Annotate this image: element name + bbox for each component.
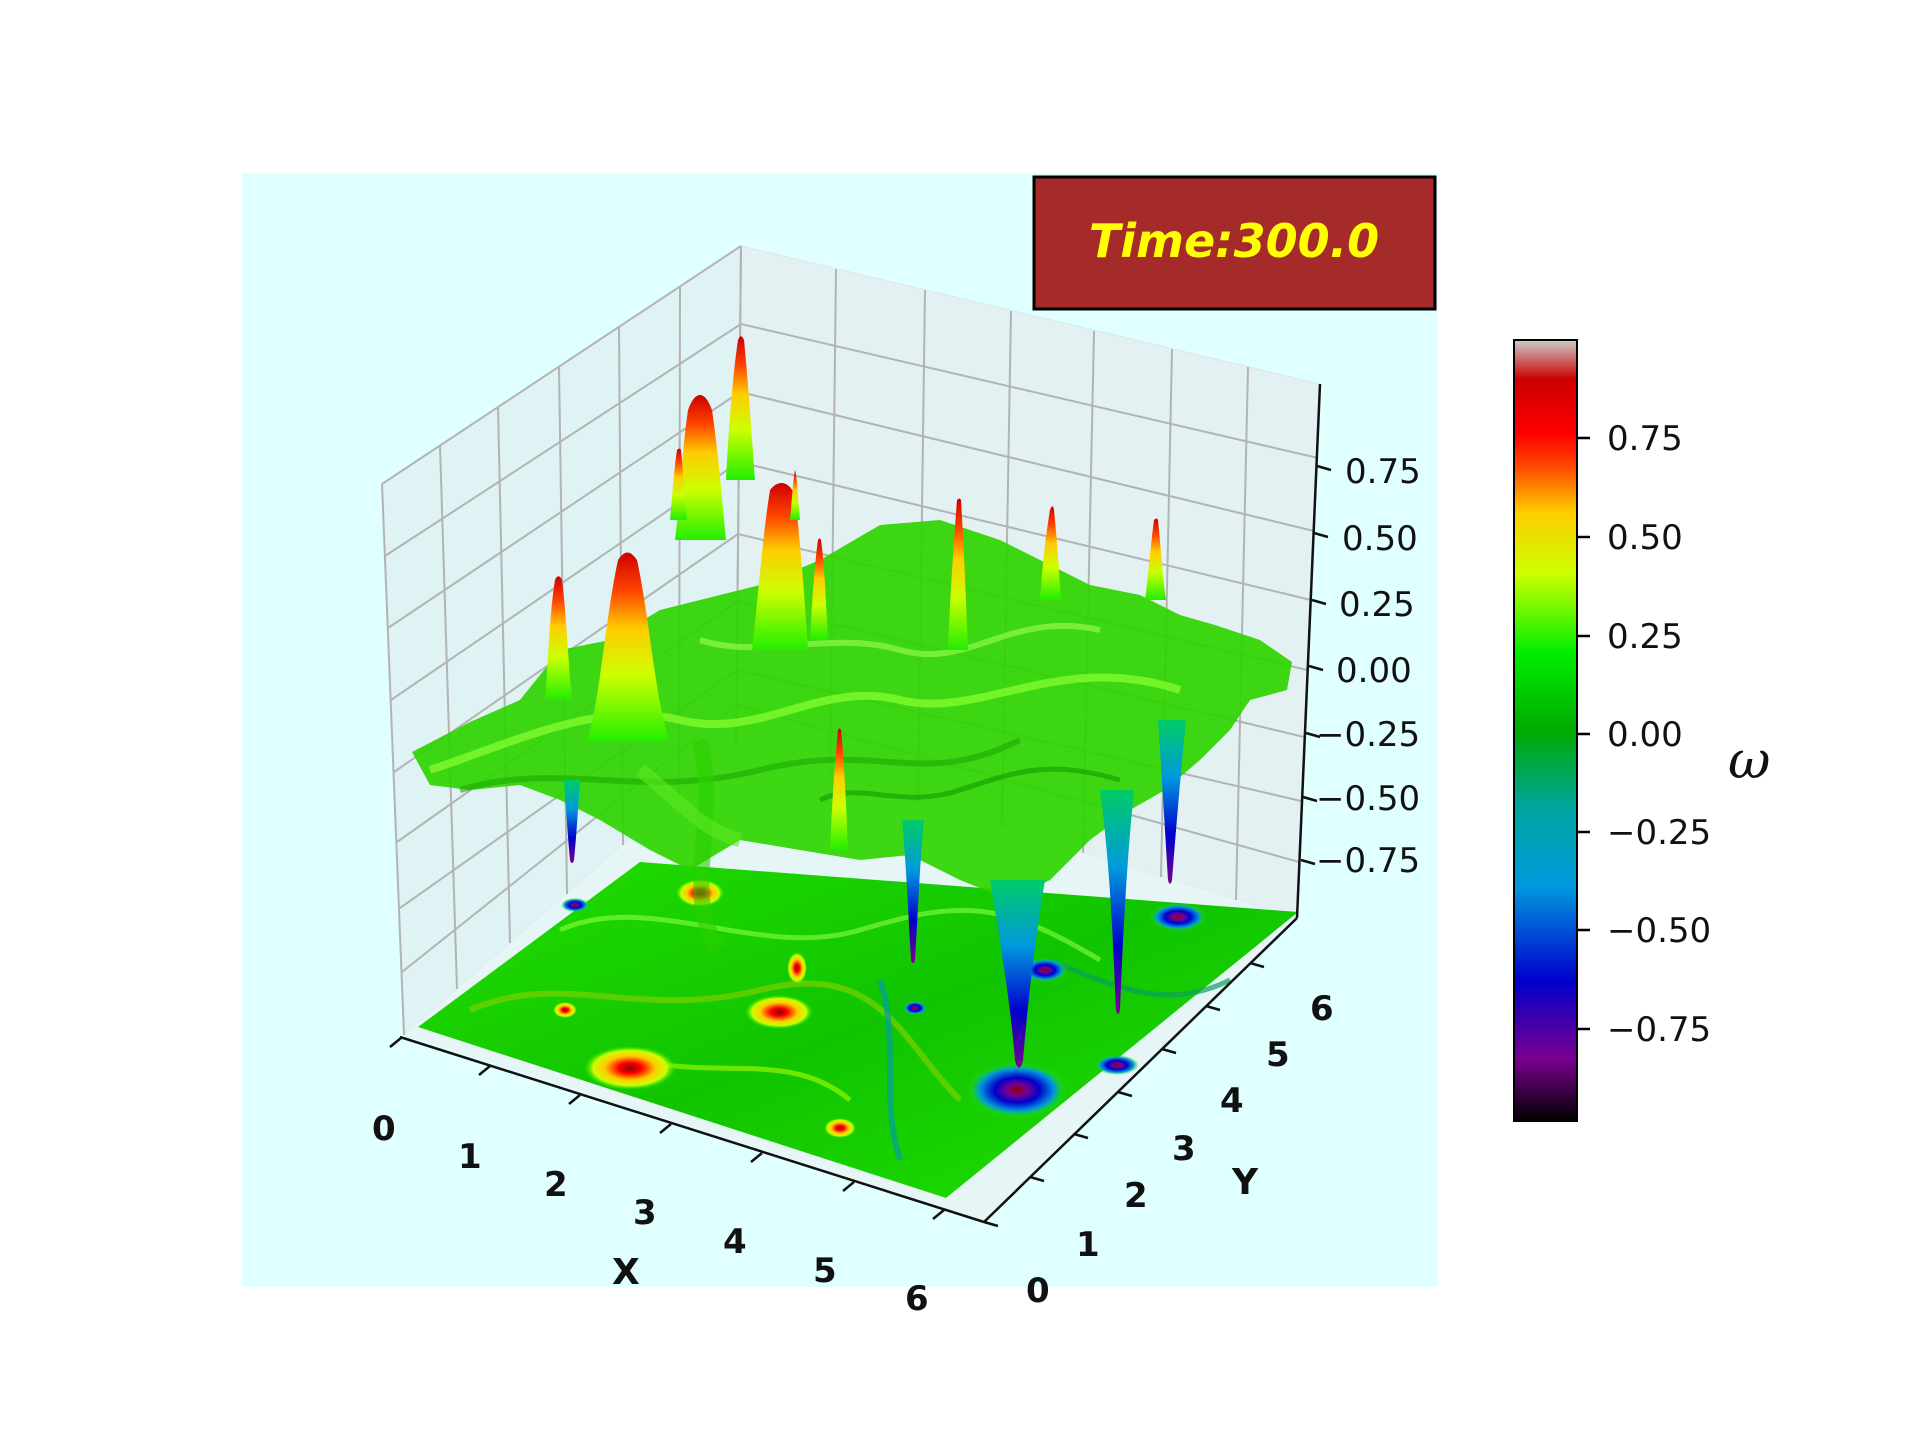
y-tick-label: 5 [1266, 1035, 1290, 1075]
colorbar-tick-label: −0.50 [1607, 911, 1711, 951]
trough-3 [1158, 720, 1186, 884]
troughs [564, 720, 1186, 1068]
trough-5 [564, 780, 580, 863]
z-tick-label: −0.50 [1316, 779, 1420, 819]
peak-1 [587, 552, 670, 742]
z-axis-line [1295, 383, 1322, 919]
y-tick-label: 1 [1076, 1225, 1100, 1265]
peak-6 [670, 448, 687, 520]
colorbar-tick-label: 0.25 [1607, 617, 1683, 657]
colorbar-tick-label: −0.25 [1607, 813, 1711, 853]
peak-10 [1145, 518, 1166, 600]
surface-body [412, 520, 1292, 900]
trough-1 [990, 880, 1045, 1068]
x-tick-label: 5 [813, 1251, 837, 1291]
peak-5 [545, 576, 572, 700]
axis-lines [399, 383, 1322, 1224]
peak-3 [726, 336, 755, 480]
y-tick-label: 3 [1172, 1129, 1196, 1169]
peak-2 [675, 395, 726, 540]
peaks [545, 336, 1166, 850]
x-tick-label: 2 [544, 1165, 568, 1205]
peak-12 [810, 538, 828, 640]
trough-2 [1100, 790, 1134, 1014]
peak-11 [830, 728, 848, 850]
floor-contour [418, 862, 1298, 1198]
colorbar-label: ω [1728, 731, 1770, 791]
y-axis-line [983, 917, 1298, 1223]
colorbar-tick-label: 0.50 [1607, 518, 1683, 558]
colorbar-tick-label: 0.00 [1607, 715, 1683, 755]
time-annotation: Time:300.0 [1032, 175, 1437, 311]
x-tick-label: 6 [905, 1279, 929, 1319]
x-tick-label: 4 [723, 1222, 747, 1262]
trough-4 [902, 820, 924, 963]
axis-ticks [389, 464, 1332, 1228]
time-annotation-text: Time:300.0 [1089, 214, 1379, 268]
y-tick-label: 0 [1026, 1271, 1050, 1311]
x-axis-line [399, 1035, 985, 1224]
x-axis-label: X [612, 1252, 640, 1293]
time-annotation-box [1032, 175, 1437, 311]
peak-7 [790, 470, 800, 520]
y-tick-label: 4 [1220, 1081, 1244, 1121]
colorbar-tick-label: 0.75 [1607, 419, 1683, 459]
z-tick-label: 0.75 [1345, 452, 1421, 492]
z-tick-label: −0.75 [1316, 841, 1420, 881]
y-tick-label: 6 [1310, 989, 1334, 1029]
z-tick-label: 0.00 [1336, 651, 1412, 691]
colorbar-tick-label: −0.75 [1607, 1010, 1711, 1050]
z-tick-labels: 0.75 0.50 0.25 0.00 −0.25 −0.50 −0.75 [1316, 452, 1421, 881]
colorbar-bar [1513, 339, 1578, 1122]
peak-4 [752, 483, 808, 650]
z-tick-label: −0.25 [1316, 715, 1420, 755]
peak-9 [1040, 506, 1061, 600]
x-tick-label: 0 [372, 1109, 396, 1149]
x-tick-label: 3 [633, 1193, 657, 1233]
peak-8 [948, 498, 968, 650]
colorbar: 0.75 0.50 0.25 0.00 −0.25 −0.50 −0.75 ω [1513, 339, 1770, 1122]
y-tick-label: 2 [1124, 1176, 1148, 1216]
y-axis-label: Y [1231, 1162, 1259, 1203]
z-tick-label: 0.50 [1342, 519, 1418, 559]
x-tick-labels: 0 1 2 3 4 5 6 [372, 1109, 929, 1319]
y-tick-labels: 0 1 2 3 4 5 6 [1026, 989, 1334, 1311]
x-tick-label: 1 [458, 1137, 482, 1177]
z-tick-label: 0.25 [1339, 585, 1415, 625]
